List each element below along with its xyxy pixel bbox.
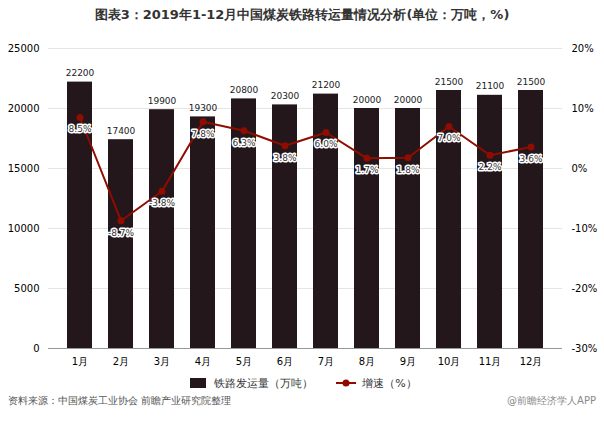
svg-text:2.2%: 2.2% [479,162,502,172]
svg-text:21100: 21100 [476,81,505,91]
svg-text:21500: 21500 [435,77,464,87]
svg-text:17400: 17400 [107,126,136,136]
svg-text:5月: 5月 [236,356,252,367]
html-text:资料来源：中国煤炭工业协会 前瞻产业研究院整理: 资料来源：中国煤炭工业协会 前瞻产业研究院整理 [8,395,232,406]
svg-text:0: 0 [33,343,39,354]
svg-text:0%: 0% [572,163,588,174]
svg-text:8月: 8月 [359,356,375,367]
svg-text:20000: 20000 [8,103,40,114]
svg-text:12月: 12月 [520,356,543,367]
svg-text:11月: 11月 [479,356,502,367]
svg-text:6.3%: 6.3% [233,138,256,148]
svg-text:2月: 2月 [113,356,129,367]
svg-text:1月: 1月 [72,356,88,367]
svg-text:-30%: -30% [572,343,598,354]
svg-text:-10%: -10% [572,223,598,234]
svg-text:5000: 5000 [14,283,39,294]
svg-text:10%: 10% [572,103,594,114]
svg-text:20000: 20000 [394,95,423,105]
svg-text:20300: 20300 [271,91,300,101]
svg-text:4月: 4月 [195,356,211,367]
svg-text:21500: 21500 [517,77,546,87]
svg-text:7.0%: 7.0% [438,133,461,143]
svg-text:20800: 20800 [230,85,259,95]
svg-text:3.8%: 3.8% [274,153,297,163]
svg-text:6月: 6月 [277,356,293,367]
svg-text:22200: 22200 [66,68,95,78]
svg-text:-8.7%: -8.7% [108,228,135,238]
svg-text:1.8%: 1.8% [397,165,420,175]
svg-text:15000: 15000 [8,163,40,174]
svg-text:3月: 3月 [154,356,170,367]
svg-text:1.7%: 1.7% [356,165,379,175]
html-text:图表3：2019年1-12月中国煤炭铁路转运量情况分析(单位: 图表3：2019年1-12月中国煤炭铁路转运量情况分析(单位：万吨，%) [94,7,510,22]
html-text:铁路发运量（万吨）: 铁路发运量（万吨） [214,376,314,390]
svg-text:-20%: -20% [572,283,598,294]
svg-text:3.6%: 3.6% [520,154,543,164]
svg-text:20000: 20000 [353,95,382,105]
svg-text:9月: 9月 [400,356,416,367]
svg-text:10月: 10月 [438,356,461,367]
svg-text:10000: 10000 [8,223,40,234]
svg-text:19300: 19300 [189,103,218,113]
html-text:@前瞻经济学人APP: @前瞻经济学人APP [507,395,596,406]
svg-text:19900: 19900 [148,96,177,106]
svg-text:-3.8%: -3.8% [149,198,176,208]
svg-text:7月: 7月 [318,356,334,367]
svg-text:20%: 20% [572,43,594,54]
svg-text:8.5%: 8.5% [69,124,92,134]
svg-text:21200: 21200 [312,80,341,90]
svg-text:7.8%: 7.8% [192,129,215,139]
svg-text:25000: 25000 [8,43,40,54]
html-text:增速（%）: 增速（%） [362,376,417,390]
svg-text:6.0%: 6.0% [315,139,338,149]
